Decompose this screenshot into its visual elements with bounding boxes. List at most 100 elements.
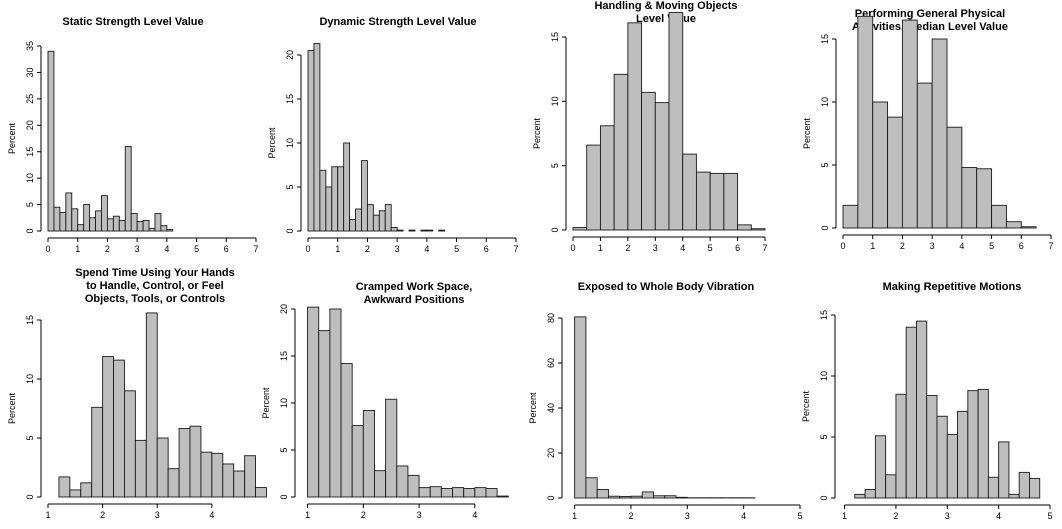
histogram-bar <box>653 495 666 499</box>
x-tick-label: 4 <box>472 510 477 520</box>
histogram-bar <box>340 363 353 498</box>
histogram-bar <box>987 476 1000 499</box>
x-tick-label: 3 <box>685 511 690 521</box>
histogram-bar <box>71 208 79 232</box>
histogram-bar <box>682 153 697 231</box>
y-tick-label: 15 <box>25 315 35 325</box>
histogram-bar <box>222 463 235 498</box>
histogram-bar <box>337 166 345 232</box>
histogram-bar <box>167 468 180 498</box>
histogram-bar <box>572 226 588 231</box>
y-tick-label: 0 <box>285 228 295 233</box>
histogram-plot: 0 1 2 3 4 5 6 7 0 5 10 15 Percent <box>532 12 768 253</box>
x-tick-label: 5 <box>454 244 459 254</box>
histogram-bar <box>80 482 93 498</box>
histogram-bar <box>463 488 476 498</box>
histogram-plot: 0 1 2 3 4 5 6 7 0 5 10 15 20 25 30 35 Percent <box>7 41 259 254</box>
y-tick-label: 5 <box>820 162 830 167</box>
histogram-bar <box>396 229 404 232</box>
histogram-bar <box>895 393 907 499</box>
histogram-bar <box>426 229 434 232</box>
y-axis-label: Percent <box>267 127 277 159</box>
y-tick-label: 5 <box>819 434 829 439</box>
histogram-panel: Cramped Work Space, Awkward Positions 1 2 3… <box>261 265 531 529</box>
x-tick-label: 6 <box>1019 241 1024 251</box>
histogram-bar <box>976 168 993 229</box>
histogram-bar <box>58 476 71 498</box>
histogram-panel: Making Repetitive Motions 1 2 3 4 5 0 5 10 15 Perc… <box>797 265 1062 529</box>
x-tick-label: 4 <box>424 244 429 254</box>
histogram-bar <box>134 439 147 498</box>
x-tick-label: 6 <box>735 243 740 253</box>
histogram-bar <box>872 101 889 229</box>
histogram-bar <box>244 455 256 498</box>
chart-title: Spend Time Using Your Hands to Handle, C… <box>75 267 235 305</box>
chart-title: Exposed to Whole Body Vibration <box>577 281 755 293</box>
histogram-bar <box>857 15 874 229</box>
histogram-bar <box>233 470 246 498</box>
histogram-bar <box>654 102 670 231</box>
histogram-bar <box>1018 471 1030 499</box>
y-tick-label: 35 <box>25 41 35 51</box>
y-tick-label: 30 <box>25 67 35 77</box>
y-tick-label: 0 <box>279 494 289 499</box>
histogram-bar <box>957 410 969 499</box>
histogram-bar <box>874 435 887 499</box>
histogram-bar <box>166 228 174 232</box>
histogram-bar <box>1008 493 1020 499</box>
histogram-bar <box>664 495 677 499</box>
histogram-bar <box>362 410 375 498</box>
histogram-bar <box>160 225 168 232</box>
histogram-bar <box>998 441 1010 499</box>
histogram-bar <box>113 359 125 498</box>
x-tick-label: 3 <box>135 244 140 254</box>
histogram-bar <box>627 22 643 231</box>
histogram-bar <box>118 219 126 232</box>
y-tick-label: 20 <box>285 50 295 60</box>
x-tick-label: 6 <box>224 244 229 254</box>
histogram-bar <box>91 406 104 498</box>
histogram-bar <box>916 82 933 229</box>
histogram-bar <box>977 388 989 499</box>
histogram-bar <box>396 465 409 498</box>
y-tick-label: 5 <box>279 447 289 452</box>
histogram-panel: Handling & Moving Objects Level Value012… <box>531 0 796 264</box>
y-tick-label: 15 <box>820 34 830 44</box>
histogram-bar <box>695 171 711 231</box>
histogram-bar <box>136 221 144 232</box>
histogram-bar <box>885 474 897 499</box>
y-tick-label: 60 <box>546 358 556 368</box>
x-tick-label: 3 <box>945 511 950 521</box>
y-tick-label: 20 <box>279 304 289 314</box>
x-tick-label: 2 <box>100 510 105 520</box>
y-axis-label: Percent <box>261 387 271 419</box>
histogram-bar <box>420 229 428 232</box>
y-axis-label: Percent <box>528 392 538 424</box>
x-tick-label: 4 <box>164 244 169 254</box>
histogram-bar <box>407 474 420 498</box>
histogram-bar <box>361 160 368 232</box>
y-tick-label: 5 <box>25 202 35 207</box>
y-tick-label: 0 <box>820 225 830 230</box>
chart-title: Static Strength Level Value <box>62 16 204 28</box>
y-tick-label: 10 <box>820 97 830 107</box>
histogram-bar <box>59 212 67 232</box>
histogram-bar <box>83 204 91 232</box>
x-tick-label: 2 <box>365 244 370 254</box>
histogram-bar <box>750 228 766 231</box>
histogram-bar <box>178 428 191 498</box>
x-tick-label: 5 <box>194 244 199 254</box>
x-tick-label: 5 <box>989 241 994 251</box>
histogram-bar <box>1005 221 1022 229</box>
histogram-bar <box>385 398 398 498</box>
histogram-bar <box>89 217 96 232</box>
histogram-bar <box>619 495 632 499</box>
y-axis-label: Percent <box>7 122 17 154</box>
x-tick-label: 3 <box>395 244 400 254</box>
histogram-plot: 1 2 3 4 0 5 10 15 20 Percent <box>261 304 509 520</box>
histogram-bar <box>630 495 643 499</box>
histogram-bar <box>372 214 380 232</box>
x-tick-label: 4 <box>209 510 214 520</box>
histogram-bar <box>124 390 136 498</box>
x-tick-label: 4 <box>680 243 685 253</box>
